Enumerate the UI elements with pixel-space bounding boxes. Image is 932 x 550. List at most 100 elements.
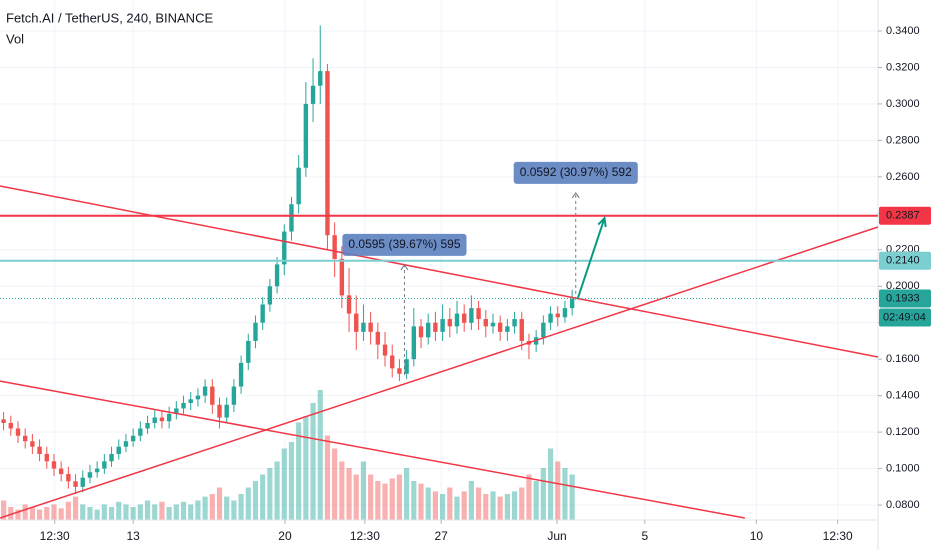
- countdown-label: 02:49:04: [883, 311, 926, 323]
- candle-body: [51, 461, 57, 469]
- candle-body: [123, 441, 129, 447]
- candle-body: [390, 355, 395, 369]
- volume-bar: [540, 468, 546, 520]
- candle-body: [188, 399, 193, 403]
- x-tick-label: 5: [641, 529, 648, 543]
- candle-body: [94, 468, 100, 473]
- y-tick-label: 0.1400: [886, 390, 920, 402]
- y-tick-label: 0.2600: [886, 171, 920, 183]
- candle-body: [8, 423, 13, 429]
- candle-body: [404, 359, 409, 374]
- x-tick-label: 20: [278, 529, 292, 543]
- candle-body: [174, 408, 179, 414]
- candle-body: [145, 423, 150, 429]
- y-tick-label: 0.3200: [886, 61, 920, 73]
- candle-body: [375, 331, 381, 345]
- candle-body: [339, 258, 345, 296]
- volume-bar: [504, 494, 510, 520]
- volume-bar: [339, 461, 345, 520]
- volume-bar: [432, 491, 439, 520]
- volume-bar: [317, 390, 323, 520]
- volume-bar: [202, 496, 208, 520]
- volume-bar: [547, 448, 554, 520]
- volume-bar: [173, 504, 179, 520]
- volume-bar: [569, 474, 575, 520]
- volume-bar: [418, 483, 424, 520]
- candle-body: [267, 286, 273, 305]
- volume-bar: [166, 507, 172, 520]
- volume-bar: [252, 481, 259, 520]
- volume-bar: [130, 507, 136, 520]
- candle-body: [159, 417, 165, 422]
- volume-bar: [288, 442, 295, 520]
- volume-bar: [389, 478, 395, 520]
- volume-bar: [152, 504, 158, 520]
- volume-bar: [267, 468, 273, 520]
- volume-bar: [303, 416, 309, 520]
- volume-bar: [533, 481, 539, 520]
- volume-bar: [116, 501, 122, 520]
- measure-box: [513, 161, 638, 184]
- candle-body: [361, 322, 366, 332]
- volume-bar: [332, 448, 338, 520]
- candle-body: [210, 386, 215, 405]
- y-tick-label: 0.0800: [886, 499, 920, 511]
- candle-body: [303, 103, 309, 168]
- candle-body: [318, 71, 323, 86]
- volume-bar: [36, 509, 43, 520]
- volume-bar: [483, 494, 489, 520]
- candle-body: [296, 167, 301, 205]
- candle-body: [181, 402, 186, 409]
- volume-bar: [324, 435, 331, 520]
- price-tag-label: 0.2140: [886, 255, 920, 267]
- price-tag-label: 0.2387: [886, 210, 920, 222]
- volume-bar: [425, 487, 431, 520]
- volume-bar: [490, 491, 496, 520]
- candle-body: [274, 264, 280, 287]
- price-tag: [879, 206, 931, 225]
- price-tag: [879, 289, 931, 308]
- candle-body: [382, 344, 388, 356]
- volume-bar: [360, 461, 367, 520]
- candle-body: [246, 340, 251, 363]
- measure-box: [342, 233, 467, 256]
- candle-body: [1, 419, 6, 424]
- volume-bar: [216, 487, 223, 520]
- volume-bar: [274, 461, 280, 520]
- candle-body: [461, 313, 467, 323]
- volume-bar: [15, 509, 21, 520]
- candle-body: [231, 386, 237, 405]
- x-tick-label: 12:30: [40, 529, 70, 543]
- candle-body: [102, 461, 107, 469]
- measure-label: 0.0595 (39.67%) 595: [348, 237, 460, 251]
- chart-title: Fetch.AI / TetherUS, 240, BINANCE: [6, 10, 213, 25]
- candle-body: [66, 474, 71, 482]
- volume-bar: [296, 422, 302, 520]
- candle-body: [541, 322, 546, 338]
- candle-body: [116, 446, 121, 454]
- measure-arrowhead: [400, 264, 409, 271]
- volume-bar: [562, 468, 568, 520]
- candle-body: [87, 472, 93, 478]
- volume-bar: [231, 500, 237, 520]
- volume-bar: [209, 494, 215, 520]
- volume-bar: [58, 508, 64, 520]
- volume-bar: [238, 494, 244, 520]
- candle-body: [282, 231, 287, 265]
- x-tick-label: 12:30: [823, 529, 853, 543]
- candle-body: [195, 395, 201, 400]
- volume-bar: [310, 403, 316, 520]
- y-tick-label: 0.1200: [886, 426, 920, 438]
- candle-body: [454, 313, 460, 327]
- volume-bar: [144, 500, 151, 520]
- volume-bar: [180, 501, 187, 520]
- candle-body: [497, 322, 503, 332]
- candle-body: [238, 362, 244, 387]
- candle-body: [440, 319, 445, 332]
- measure-label: 0.0592 (30.97%) 592: [520, 165, 632, 179]
- volume-bar: [497, 496, 503, 520]
- candle-body: [562, 308, 568, 318]
- y-tick-label: 0.2000: [886, 280, 920, 292]
- volume-bar: [8, 507, 14, 520]
